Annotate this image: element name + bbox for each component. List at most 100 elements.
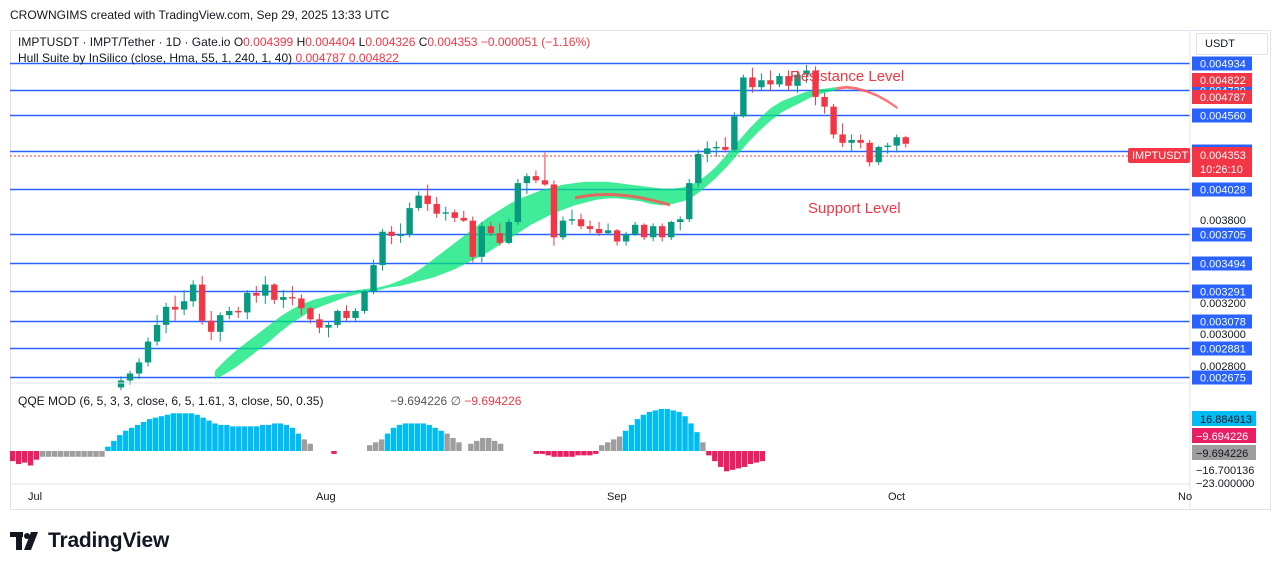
candle-body: [460, 217, 467, 221]
candle-body: [424, 195, 431, 204]
candle-body: [478, 226, 485, 257]
osc-tag-blue: [1192, 411, 1256, 426]
time-tick-sep: Sep: [607, 491, 627, 503]
candle-body: [451, 212, 458, 218]
currency-button[interactable]: USDT: [1196, 33, 1268, 55]
qqe-bar: [134, 424, 141, 451]
candle-body: [848, 140, 855, 143]
osc-tag-gray-text: −9.694226: [1196, 448, 1248, 460]
qqe-bar: [438, 430, 444, 451]
candle-body: [722, 146, 729, 150]
qqe-bar: [206, 420, 212, 451]
logo-text: TradingView: [48, 529, 170, 552]
candle-body: [613, 230, 621, 242]
qqe-bar: [283, 424, 290, 451]
qqe-bar: [331, 451, 337, 454]
qqe-bar: [15, 451, 22, 465]
candle-body: [640, 224, 648, 238]
qqe-bar: [420, 423, 426, 451]
qqe-bar: [271, 423, 278, 451]
price-tick: 0.002800: [1200, 361, 1246, 373]
candles: [117, 64, 909, 391]
level-tag: [1192, 370, 1252, 385]
symbol-legend[interactable]: IMPTUSDT · IMPT/Tether · 1D · Gate.io O0…: [18, 35, 591, 49]
hull-legend[interactable]: Hull Suite by InSilico (close, Hma, 55, …: [18, 51, 399, 65]
qqe-bar: [616, 436, 623, 451]
qqe-bar: [200, 417, 206, 451]
qqe-bar: [670, 410, 676, 451]
qqe-bar: [450, 437, 456, 451]
candle-body: [884, 145, 891, 147]
qqe-bar: [486, 437, 492, 451]
level-tag: [1192, 108, 1252, 123]
qqe-bar: [176, 413, 182, 451]
qqe-bar: [99, 451, 105, 457]
candle-body: [595, 228, 603, 234]
candle-body: [334, 310, 341, 325]
qqe-bar: [253, 426, 260, 451]
qqe-bar: [622, 430, 629, 451]
qqe-bar: [491, 440, 498, 451]
qqe-bar: [212, 423, 218, 451]
candle-body: [352, 310, 359, 318]
candle-body: [749, 77, 756, 88]
qqe-bar: [474, 440, 480, 451]
qqe-bar: [242, 426, 248, 451]
qqe-bar: [27, 451, 34, 466]
osc-tag-red-text: −9.694226: [1196, 431, 1248, 443]
candle-body: [857, 140, 864, 143]
qqe-bar: [753, 451, 760, 463]
qqe-bar: [587, 451, 593, 456]
time-tick-jul: Jul: [28, 491, 42, 503]
candle-body: [893, 137, 900, 146]
qqe-bar: [390, 427, 397, 451]
qqe-bar: [747, 451, 754, 465]
candle-body: [731, 116, 738, 150]
qqe-bar: [93, 451, 99, 457]
candle-body: [271, 284, 278, 300]
tradingview-logo[interactable]: TradingView: [10, 528, 169, 554]
candle-body: [208, 320, 215, 332]
price-tick: 0.003200: [1200, 298, 1246, 310]
support-annotation: Support Level: [808, 200, 901, 217]
candle-body: [830, 106, 837, 135]
qqe-legend[interactable]: QQE MOD (6, 5, 3, 3, close, 6, 5, 1.61, …: [18, 394, 522, 408]
candle-body: [767, 80, 774, 85]
qqe-bar: [581, 451, 587, 456]
candle-body: [298, 298, 305, 309]
candle-body: [325, 324, 332, 328]
qqe-bar: [539, 451, 545, 454]
hull-name: Hull Suite by InSilico (close, Hma, 55, …: [18, 51, 293, 65]
hull-down-band: [836, 85, 898, 110]
level-tag-text: 0.004560: [1200, 111, 1246, 123]
tradingview-logo-icon: [10, 532, 38, 550]
qqe-bar: [396, 424, 403, 451]
candle-body: [803, 70, 810, 75]
qqe-bar: [605, 442, 611, 451]
qqe-bar: [718, 451, 724, 467]
candle-body: [785, 76, 792, 86]
qqe-bar: [39, 451, 46, 457]
candle-body: [550, 184, 558, 238]
hull-tag-2-text: 0.004787: [1200, 92, 1246, 104]
price-tick: 0.003000: [1200, 329, 1246, 341]
qqe-bar: [533, 451, 539, 454]
qqe-bar: [69, 451, 75, 457]
chart-credit: CROWNGIMS created with TradingView.com, …: [10, 8, 390, 22]
candle-body: [532, 176, 540, 181]
candle-body: [361, 291, 368, 311]
qqe-bar: [432, 427, 438, 451]
level-tag: [1192, 56, 1252, 71]
qqe-bar: [706, 451, 712, 456]
qqe-bar: [444, 433, 450, 451]
level-tag: [1192, 182, 1252, 197]
hull-tag-1: [1192, 73, 1252, 87]
qqe-bar: [378, 439, 385, 451]
candle-body: [235, 310, 242, 313]
current-price: 0.004353: [1200, 150, 1246, 162]
qqe-bar: [480, 437, 486, 451]
qqe-bar: [682, 416, 688, 451]
qqe-bar: [265, 424, 272, 451]
candle-body: [244, 292, 251, 313]
